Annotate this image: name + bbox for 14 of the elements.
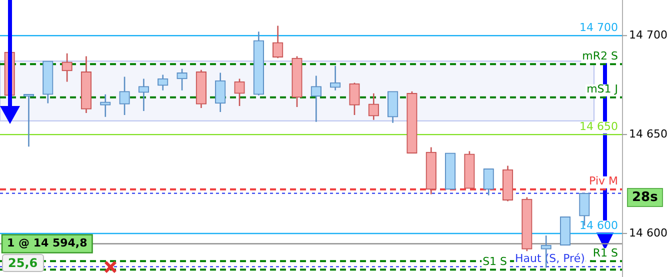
ref-line-label: mR2 S <box>582 49 618 62</box>
annotation: 1 @ 14 594,8 <box>7 236 88 250</box>
ref-line-label: R1 S <box>592 246 618 260</box>
annotation: 25,6 <box>2 254 44 272</box>
ref-line-label: S1 S <box>482 255 508 268</box>
y-tick-label: 14 650 <box>580 120 618 133</box>
ref-line-label: 14 700 <box>629 28 668 42</box>
ref-line-label: mS1 J <box>586 82 618 96</box>
y-tick-label: 14 600 <box>580 218 618 232</box>
ref-line-label: 14 650 <box>629 127 668 140</box>
y-tick-label: 14 700 <box>580 20 618 34</box>
text: 28s <box>627 188 663 207</box>
ref-line-label: 14 600 <box>629 226 668 240</box>
ref-line-label: Piv M <box>589 174 618 188</box>
